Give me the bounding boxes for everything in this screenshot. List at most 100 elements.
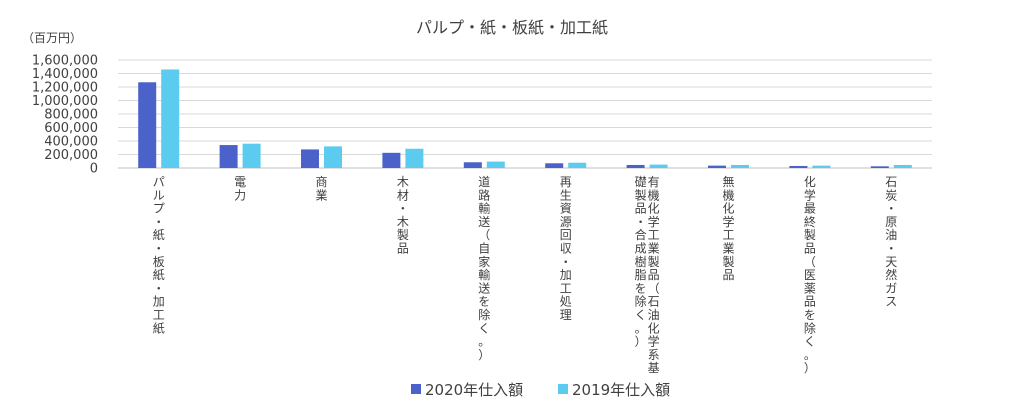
- category-label-char: 系: [648, 348, 660, 362]
- category-label-char: （: [648, 281, 660, 295]
- category-label-char: 木: [397, 215, 409, 229]
- category-label-char: 。: [635, 321, 647, 335]
- category-label-char: 工: [722, 228, 734, 242]
- x-axis-labels: パルプ・紙・板紙・加工紙電力商業木材・木製品道路輸送（自家輸送を除く。）再生資源…: [153, 174, 898, 375]
- category-label-char: 理: [560, 308, 572, 322]
- bar-2020-4: [463, 162, 482, 168]
- category-label-char: 合: [635, 227, 647, 242]
- category-label-char: 製: [635, 188, 647, 202]
- category-label-char: 油: [885, 228, 897, 242]
- category-label-char: ）: [478, 348, 490, 362]
- category-label-char: 礎: [635, 175, 647, 189]
- category-label-char: 脂: [635, 267, 647, 282]
- category-label-char: 資: [560, 202, 572, 216]
- category-label-char: 無: [722, 174, 734, 189]
- category-label-char: パ: [153, 175, 165, 189]
- bar-2020-8: [789, 165, 808, 168]
- category-label-char: プ: [153, 202, 165, 216]
- category-label-char: 最: [804, 202, 816, 216]
- category-label-char: 学: [804, 187, 816, 202]
- category-label-char: 道: [478, 175, 490, 189]
- category-label-char: 薬: [804, 281, 816, 295]
- category-label-char: 木: [397, 175, 409, 189]
- category-label-char: 製: [648, 255, 660, 269]
- category-label-char: ・: [885, 242, 897, 256]
- category-label-char: 業: [722, 242, 734, 256]
- category-label-char: 生: [560, 188, 572, 202]
- category-label-char: 原: [885, 215, 897, 229]
- category-label-char: 紙: [153, 267, 165, 282]
- category-label-char: 石: [648, 295, 660, 309]
- category-label-char: 材: [397, 188, 409, 202]
- y-tick-label: 1,400,000: [32, 67, 98, 82]
- category-label-char: 石: [885, 175, 897, 189]
- category-label-char: （: [478, 228, 490, 242]
- category-label-char: を: [478, 295, 490, 309]
- category-label-char: 除: [635, 294, 647, 309]
- category-label-char: 成: [635, 242, 647, 256]
- category-label-char: 業: [315, 188, 327, 202]
- category-label-char: 樹: [635, 255, 647, 269]
- y-tick-label: 200,000: [44, 148, 98, 163]
- category-label-char: 有: [648, 175, 660, 189]
- category-label-char: 再: [560, 175, 572, 189]
- category-label-char: 炭: [885, 188, 897, 202]
- category-label-char: 業: [648, 242, 660, 256]
- category-label-char: 。: [804, 348, 816, 362]
- category-label-char: 化: [648, 321, 660, 335]
- y-tick-label: 400,000: [44, 135, 98, 150]
- category-label-char: 学: [648, 334, 660, 349]
- bar-2019-2: [324, 146, 342, 168]
- category-label-char: 商: [315, 174, 327, 189]
- bar-2019-6: [649, 164, 668, 168]
- legend: 2020年仕入額 2019年仕入額: [411, 381, 670, 399]
- chart-title: パルプ・紙・板紙・加工紙: [416, 18, 608, 37]
- y-tick-label: 0: [90, 162, 98, 177]
- y-axis-unit-label: （百万円）: [22, 31, 82, 45]
- category-label-char: 機: [648, 187, 660, 202]
- category-label-char: ・: [397, 202, 409, 216]
- category-label-char: 輸: [478, 201, 490, 216]
- category-label-char: 工: [560, 281, 572, 295]
- category-label-0: パルプ・紙・板紙・加工紙: [153, 175, 165, 335]
- bar-2020-0: [138, 82, 157, 168]
- category-label-char: 学: [722, 214, 734, 229]
- category-label-char: 天: [885, 255, 897, 269]
- y-tick-label: 1,200,000: [32, 81, 98, 96]
- bar-2019-3: [405, 148, 424, 168]
- category-label-char: ・: [560, 255, 572, 269]
- y-tick-label: 1,000,000: [32, 94, 98, 109]
- bar-2019-9: [893, 164, 912, 168]
- category-label-3: 木材・木製品: [397, 175, 409, 256]
- category-label-char: 品: [722, 268, 734, 282]
- category-label-char: 路: [478, 187, 490, 202]
- category-label-char: 機: [722, 187, 734, 202]
- bar-2020-3: [382, 152, 401, 168]
- category-label-char: 。: [478, 335, 490, 349]
- category-label-char: く: [804, 335, 816, 349]
- bar-2019-0: [161, 69, 180, 168]
- bar-2020-5: [545, 163, 564, 168]
- category-label-char: を: [804, 308, 816, 322]
- category-label-char: ・: [153, 242, 165, 256]
- category-label-char: ガ: [885, 281, 897, 295]
- category-label-char: ・: [885, 202, 897, 216]
- category-label-char: 品: [648, 268, 660, 282]
- category-label-2: 商業: [315, 174, 327, 202]
- bar-2020-2: [301, 149, 319, 168]
- category-label-char: 終: [804, 214, 816, 229]
- category-label-char: 処: [560, 295, 572, 309]
- bar-2019-7: [731, 164, 749, 168]
- category-label-char: 回: [560, 228, 572, 242]
- category-label-char: 源: [560, 215, 572, 229]
- category-label-char: く: [478, 321, 490, 335]
- category-label-char: ・: [635, 215, 647, 229]
- bar-2020-1: [219, 145, 238, 168]
- bar-2019-8: [812, 165, 831, 168]
